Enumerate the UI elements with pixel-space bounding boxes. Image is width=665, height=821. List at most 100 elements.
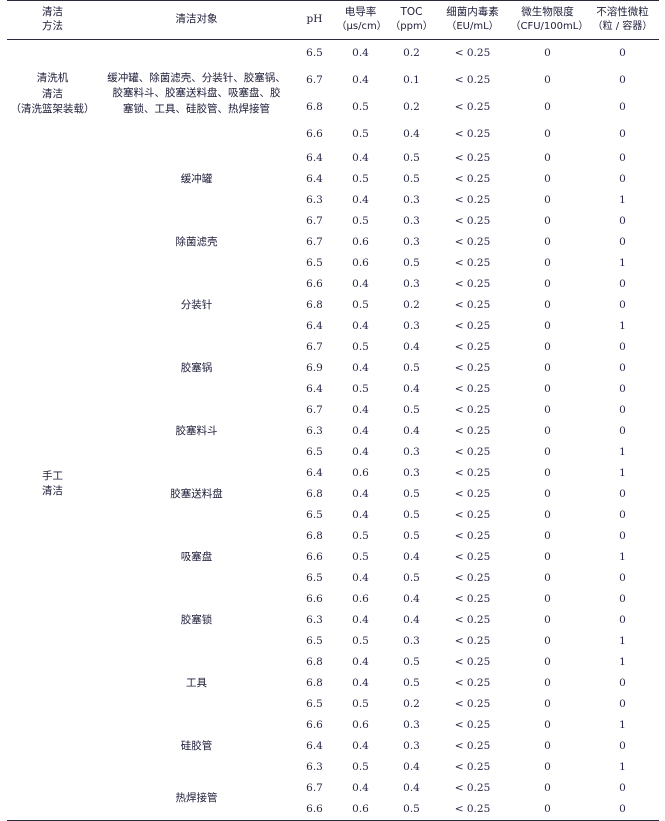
cell-particles: 0 (619, 488, 626, 501)
cell-endotoxin: < 0.25 (437, 211, 509, 232)
column-header-conductivity-unit: （μs/cm） (336, 20, 387, 32)
cell-endotoxin: < 0.25 (437, 715, 509, 736)
cell-particles: 1 (619, 635, 626, 648)
cell-endotoxin: < 0.25 (437, 463, 509, 484)
table-row: 胶塞料斗 6.7 0.4 0.5 < 0.25 0 0 (7, 400, 659, 437)
cell-conductivity: 0.4 (352, 194, 369, 207)
cell-particles: 0 (619, 74, 626, 87)
table-row: 6.8 0.5 0.2 < 0.25 0 0 (7, 295, 659, 316)
cleaning-object-label: 热焊接管 (99, 791, 295, 807)
endotoxin-value: < 0.25 (454, 803, 491, 816)
cell-toc: 0.3 (403, 719, 420, 732)
cleaning-object-line: 缓冲罐 (180, 172, 213, 185)
cleaning-method-line: 清洁 (42, 87, 63, 100)
table-row: 胶塞送料盘 6.4 0.6 0.3 < 0.25 0 1 (7, 463, 659, 500)
cleaning-object-label: 缓冲罐 (99, 172, 295, 188)
cell-toc: 0.5 (403, 152, 420, 165)
cell-particles: 0 (619, 593, 626, 606)
column-header-method: 清洁 方法 (7, 1, 99, 40)
table-row: 6.3 0.4 0.4 < 0.25 0 0 (7, 610, 659, 631)
cell-conductivity: 0.5 (352, 383, 369, 396)
cell-microbial: 0 (544, 740, 551, 753)
column-header-conductivity-label: 电导率 (344, 6, 377, 19)
cell-ph: 6.4 (306, 320, 323, 333)
cleaning-object-line: 除菌滤壳 (175, 235, 218, 248)
cell-ph: 6.5 (306, 446, 323, 459)
endotoxin-value: < 0.25 (454, 299, 491, 312)
column-header-endotoxin-unit: （EU/mL） (446, 20, 499, 32)
endotoxin-value: < 0.25 (454, 761, 491, 774)
table-row: 清洗机 清洁 （清洗篮架装载） 缓冲罐、除菌滤壳、分装针、胶塞锅、 胶塞料斗、胶塞送料盘… (7, 40, 659, 115)
table-row: 6.9 0.4 0.5 < 0.25 0 0 (7, 358, 659, 379)
cell-conductivity: 0.4 (352, 425, 369, 438)
cell-endotoxin: < 0.25 (437, 589, 509, 610)
endotoxin-value: < 0.25 (454, 341, 491, 354)
endotoxin-value: < 0.25 (454, 128, 491, 141)
cell-microbial: 0 (544, 152, 551, 165)
cleaning-object-cell: 吸塞盘 (99, 526, 295, 589)
cell-conductivity: 0.6 (352, 467, 369, 480)
cell-toc: 0.4 (403, 425, 420, 438)
cell-ph: 6.3 (306, 761, 323, 774)
table-row: 6.3 0.4 0.4 < 0.25 0 0 (7, 421, 659, 442)
endotoxin-value: < 0.25 (454, 656, 491, 669)
cell-microbial: 0 (544, 635, 551, 648)
cell-microbial: 0 (544, 404, 551, 417)
cell-endotoxin: < 0.25 (437, 694, 509, 715)
column-header-ph: pH (295, 1, 335, 40)
table-row: 6.6 0.5 0.4 < 0.25 0 0 (7, 121, 659, 148)
table-header: 清洁 方法 清洁对象 pH 电导率 （μs/cm） TOC （ppm） (6, 0, 659, 40)
cell-ph: 6.8 (306, 488, 323, 501)
cell-ph: 6.6 (306, 128, 323, 141)
endotoxin-value: < 0.25 (454, 677, 491, 690)
cell-ph: 6.6 (306, 551, 323, 564)
endotoxin-value: < 0.25 (454, 173, 491, 186)
cell-toc: 0.5 (403, 173, 420, 186)
table-row: 6.4 0.4 0.3 < 0.25 0 1 (7, 316, 659, 337)
cleaning-object-line: 吸塞盘 (180, 550, 213, 563)
cleaning-object-cell: 胶塞锅 (99, 337, 295, 400)
cell-endotoxin: < 0.25 (437, 337, 509, 358)
cleaning-object-label: 除菌滤壳 (99, 235, 295, 251)
cleaning-object-cell: 缓冲罐 (99, 148, 295, 211)
cell-microbial: 0 (544, 782, 551, 795)
table-row: 6.4 0.5 0.4 < 0.25 0 0 (7, 379, 659, 400)
cell-ph: 6.7 (306, 341, 323, 354)
cleaning-object-cell: 胶塞料斗 (99, 400, 295, 463)
cell-ph: 6.5 (306, 572, 323, 585)
cell-endotoxin: < 0.25 (437, 505, 509, 526)
cell-particles: 1 (619, 257, 626, 270)
cell-conductivity: 0.6 (352, 236, 369, 249)
cell-conductivity: 0.4 (352, 509, 369, 522)
cell-conductivity: 0.5 (352, 341, 369, 354)
cell-conductivity: 0.5 (352, 101, 369, 114)
table-row: 热焊接管 6.7 0.4 0.4 < 0.25 0 0 (7, 778, 659, 804)
cell-conductivity: 0.5 (352, 530, 369, 543)
cell-endotoxin: < 0.25 (437, 736, 509, 757)
cell-toc: 0.4 (403, 383, 420, 396)
cleaning-object-cell: 胶塞送料盘 (99, 463, 295, 526)
cell-ph: 6.4 (306, 467, 323, 480)
endotoxin-value: < 0.25 (454, 425, 491, 438)
endotoxin-value: < 0.25 (454, 446, 491, 459)
table-row: 硅胶管 6.6 0.6 0.3 < 0.25 0 1 (7, 715, 659, 752)
cell-particles: 0 (619, 530, 626, 543)
cell-toc: 0.5 (403, 257, 420, 270)
table-row: 分装针 6.6 0.4 0.3 < 0.25 0 0 (7, 274, 659, 311)
cell-conductivity: 0.4 (352, 488, 369, 501)
cleaning-method-line: （清洗篮架装载） (10, 102, 95, 115)
endotoxin-value: < 0.25 (454, 593, 491, 606)
cell-microbial: 0 (544, 257, 551, 270)
cell-conductivity: 0.4 (352, 404, 369, 417)
endotoxin-value: < 0.25 (454, 614, 491, 627)
cleaning-object-cell: 分装针 (99, 274, 295, 337)
cell-particles: 0 (619, 572, 626, 585)
cell-conductivity: 0.5 (352, 698, 369, 711)
cleaning-method-line: 清洁 (42, 485, 63, 498)
cell-microbial: 0 (544, 341, 551, 354)
column-header-endotoxin-label: 细菌内毒素 (446, 6, 499, 19)
cell-conductivity: 0.4 (352, 446, 369, 459)
endotoxin-value: < 0.25 (454, 47, 491, 60)
cell-endotoxin: < 0.25 (437, 526, 509, 547)
cleaning-object-line: 胶塞锁 (180, 613, 213, 626)
